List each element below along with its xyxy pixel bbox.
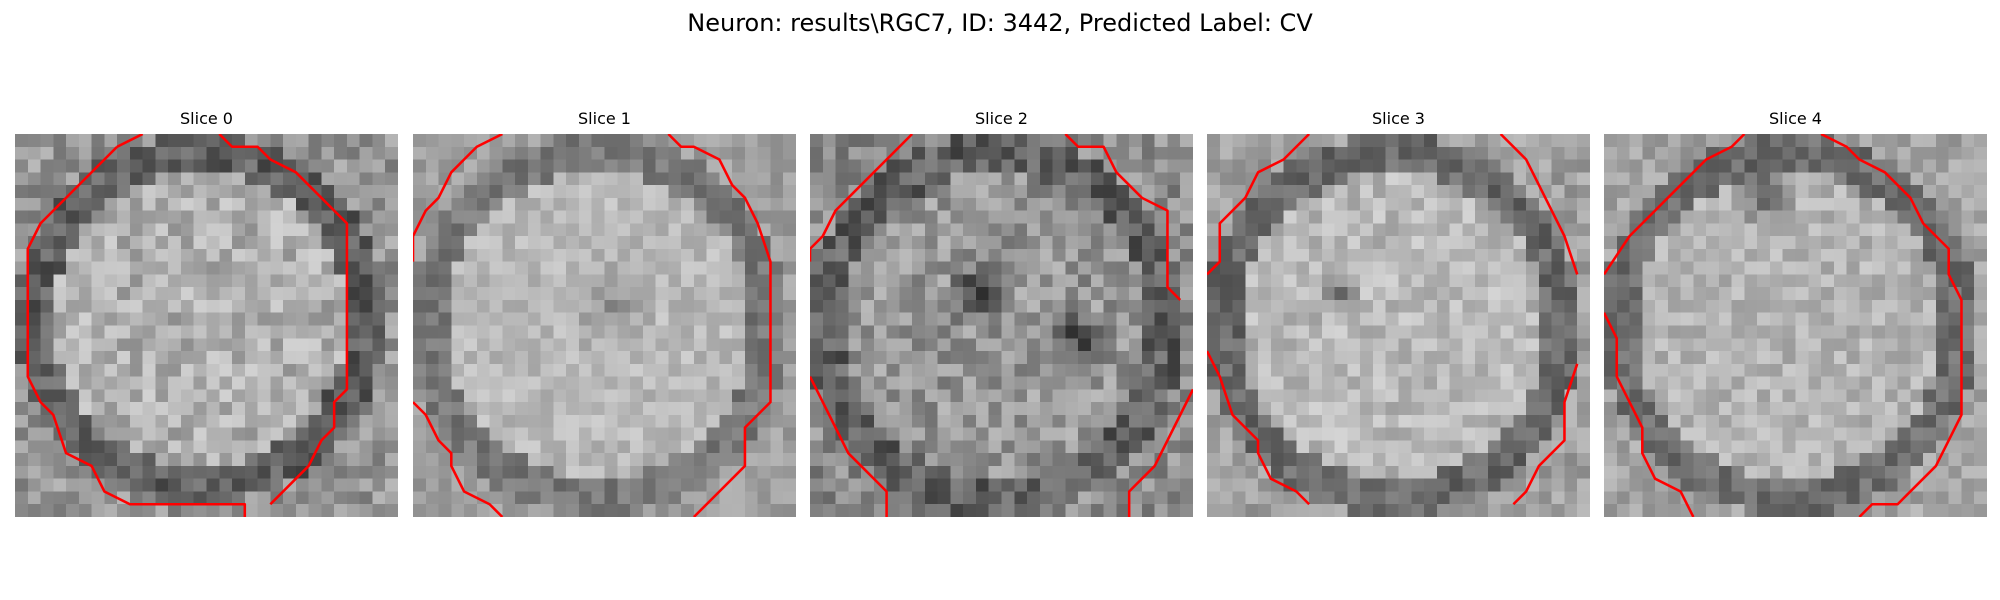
slice-image-4 — [1604, 134, 1987, 517]
slice-image-2 — [810, 134, 1193, 517]
contour-line-2-1 — [810, 375, 888, 517]
slice-panel-2: Slice 2 — [810, 108, 1193, 517]
slice-image-3 — [1207, 134, 1590, 517]
contour-line-3-3 — [1512, 363, 1579, 506]
contour-line-4-1 — [1604, 312, 1695, 517]
contour-line-0-2 — [116, 134, 144, 148]
figure-title: Neuron: results\RGC7, ID: 3442, Predicte… — [687, 9, 1313, 37]
slice-image-1 — [413, 134, 796, 517]
contour-line-3-2 — [1499, 134, 1579, 275]
slice-title-3: Slice 3 — [1372, 109, 1425, 128]
contour-line-2-2 — [1064, 134, 1182, 301]
slice-title-4: Slice 4 — [1769, 109, 1822, 128]
contour-line-1-1 — [413, 401, 504, 517]
contour-line-3-0 — [1207, 134, 1311, 276]
contour-line-2-3 — [1127, 388, 1193, 517]
slice-title-1: Slice 1 — [578, 109, 631, 128]
slice-panel-3: Slice 3 — [1207, 108, 1590, 517]
slice-panel-0: Slice 0 — [15, 108, 398, 517]
slice-title-2: Slice 2 — [975, 109, 1028, 128]
contour-line-2-0 — [810, 134, 914, 262]
contour-line-4-0 — [1604, 134, 1746, 276]
contour-line-0-0 — [26, 145, 247, 517]
slice-title-0: Slice 0 — [180, 109, 233, 128]
contour-line-1-0 — [413, 134, 503, 262]
contour-line-4-2 — [1820, 134, 1963, 517]
contour-line-3-1 — [1207, 350, 1311, 506]
contour-line-1-2 — [667, 134, 772, 517]
slice-panel-1: Slice 1 — [413, 108, 796, 517]
slice-image-0 — [15, 134, 398, 517]
contour-line-0-1 — [218, 134, 349, 506]
slice-panel-4: Slice 4 — [1604, 108, 1987, 517]
